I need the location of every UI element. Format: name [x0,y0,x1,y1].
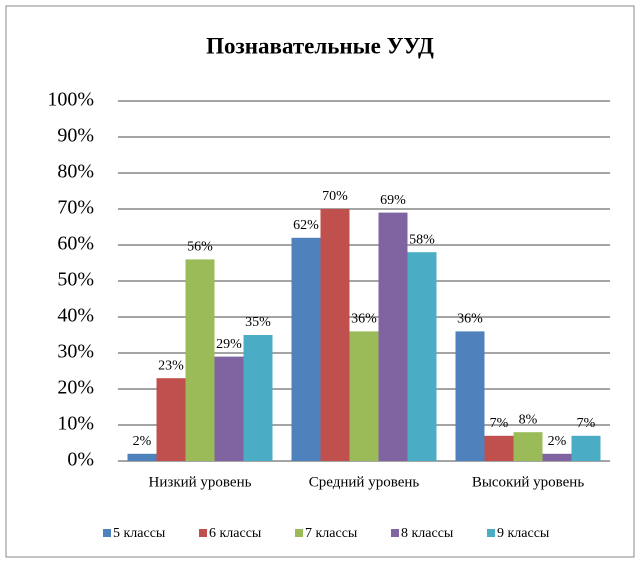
legend-label: 8 классы [401,526,454,541]
y-tick-label: 50% [57,269,94,291]
bar [243,335,273,461]
value-label: 2% [133,434,152,449]
bar [455,331,485,461]
value-label: 29% [216,337,242,352]
bar [185,259,215,461]
bar [513,432,543,461]
legend-label: 6 классы [209,526,262,541]
bar [320,209,350,461]
legend-swatch [391,529,399,537]
y-tick-label: 10% [57,413,94,435]
y-tick-label: 80% [57,161,94,183]
value-label: 36% [351,312,377,327]
legend-label: 7 классы [305,526,358,541]
value-label: 69% [380,193,406,208]
y-tick-label: 70% [57,197,94,219]
x-tick-label: Низкий уровень [149,474,252,490]
bar [407,252,437,461]
x-tick-label: Средний уровень [309,474,420,490]
bar [127,453,157,461]
value-label: 7% [490,416,509,431]
bar [542,453,572,461]
value-label: 62% [293,218,319,233]
value-label: 8% [519,412,538,427]
legend-swatch [295,529,303,537]
legend-label: 5 классы [113,526,166,541]
value-label: 7% [577,416,596,431]
value-label: 36% [457,312,483,327]
bar [571,435,601,461]
bar [156,378,186,461]
bar [484,435,514,461]
x-tick-label: Высокий уровень [472,474,585,490]
y-tick-label: 60% [57,233,94,255]
value-label: 35% [245,315,271,330]
legend-swatch [103,529,111,537]
value-label: 2% [548,434,567,449]
value-label: 56% [187,240,213,255]
legend-label: 9 классы [497,526,550,541]
bar [349,331,379,461]
value-label: 23% [158,358,184,373]
y-tick-label: 90% [57,125,94,147]
y-tick-label: 30% [57,341,94,363]
chart-title: Познавательные УУД [206,33,434,58]
y-tick-label: 20% [57,377,94,399]
value-label: 58% [409,232,435,247]
y-tick-label: 100% [47,89,94,111]
bar [214,356,244,461]
legend-swatch [199,529,207,537]
value-label: 70% [322,189,348,204]
y-tick-label: 0% [67,449,94,471]
bar [378,212,408,461]
legend-swatch [487,529,495,537]
bar [291,237,321,461]
y-tick-label: 40% [57,305,94,327]
